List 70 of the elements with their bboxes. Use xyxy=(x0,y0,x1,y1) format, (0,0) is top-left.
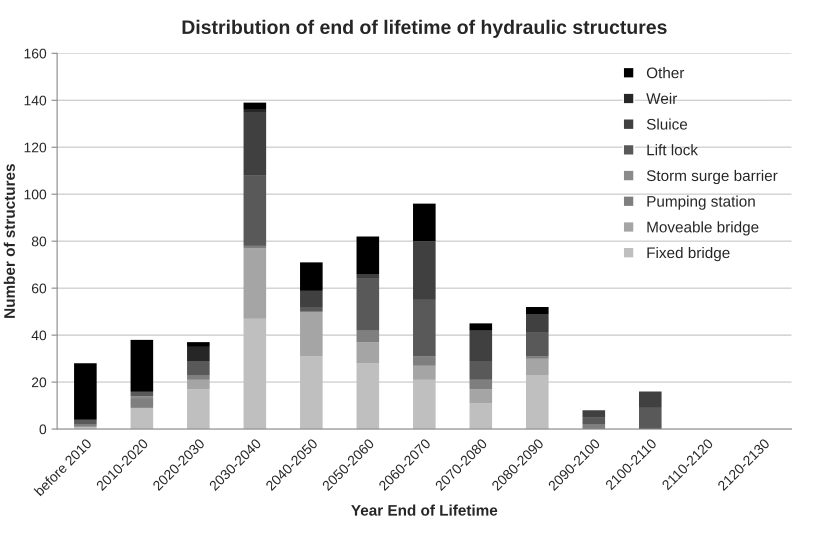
bar xyxy=(356,278,380,330)
bar xyxy=(244,248,266,319)
legend-label: Pumping station xyxy=(647,196,755,210)
bar xyxy=(74,420,97,424)
x-axis-title: Year End of Lifetime xyxy=(351,504,498,516)
bar xyxy=(526,306,549,314)
legend-label: Fixed bridge xyxy=(647,246,730,262)
bar xyxy=(187,380,210,390)
bar xyxy=(356,330,380,342)
bar xyxy=(413,204,436,242)
bar xyxy=(130,340,154,392)
bar xyxy=(470,330,492,361)
bar xyxy=(74,363,97,420)
bar xyxy=(470,403,492,430)
bar xyxy=(470,360,492,380)
y-tick-label: 120 xyxy=(24,142,46,152)
bar xyxy=(526,332,549,356)
legend-label: Sluice xyxy=(646,118,688,130)
bar xyxy=(300,262,323,290)
y-tick-label: 20 xyxy=(32,377,46,388)
bar xyxy=(470,323,492,330)
legend-label: Lift lock xyxy=(647,144,698,156)
bar xyxy=(244,102,266,110)
bar xyxy=(187,346,210,361)
bar xyxy=(244,318,266,430)
bar xyxy=(526,375,549,430)
legend-label: Storm surge barrier xyxy=(646,170,778,184)
bar xyxy=(244,175,266,246)
bar xyxy=(638,391,662,408)
bar xyxy=(187,360,210,376)
chart-title: Distribution of end of lifetime of hydraulic structures xyxy=(182,20,667,38)
bar xyxy=(187,375,210,380)
y-tick-label: 160 xyxy=(24,48,46,58)
y-axis-title: Number of structures xyxy=(4,164,15,318)
bar xyxy=(300,356,323,430)
y-tick-label: 140 xyxy=(24,96,46,106)
bar xyxy=(187,342,210,347)
legend-label: Weir xyxy=(646,92,678,104)
bar xyxy=(470,389,492,404)
bar xyxy=(582,410,606,418)
bar xyxy=(470,380,492,390)
bar xyxy=(413,356,436,366)
bar xyxy=(413,366,436,380)
bar xyxy=(582,417,606,424)
bar xyxy=(244,110,266,112)
y-tick-label: 0 xyxy=(40,424,46,434)
bar xyxy=(130,391,154,396)
bar xyxy=(244,112,266,176)
bar xyxy=(130,408,154,430)
legend-label: Other xyxy=(646,67,684,78)
bar xyxy=(526,314,549,333)
bar xyxy=(356,363,380,430)
bar xyxy=(413,380,436,430)
bar xyxy=(130,398,154,408)
legend-label: Moveable bridge xyxy=(647,221,758,236)
bar xyxy=(638,408,662,430)
bar xyxy=(356,236,380,274)
bar xyxy=(413,300,436,356)
bar xyxy=(300,306,323,312)
bar xyxy=(413,241,436,300)
bar xyxy=(356,274,380,279)
y-tick-label: 100 xyxy=(24,190,46,200)
y-tick-label: 60 xyxy=(32,283,46,294)
bar xyxy=(300,312,323,356)
bar xyxy=(300,290,323,307)
bar xyxy=(356,342,380,364)
bar xyxy=(187,389,210,430)
bar xyxy=(526,358,549,376)
y-tick-label: 80 xyxy=(32,236,46,246)
y-tick-label: 40 xyxy=(32,330,46,340)
